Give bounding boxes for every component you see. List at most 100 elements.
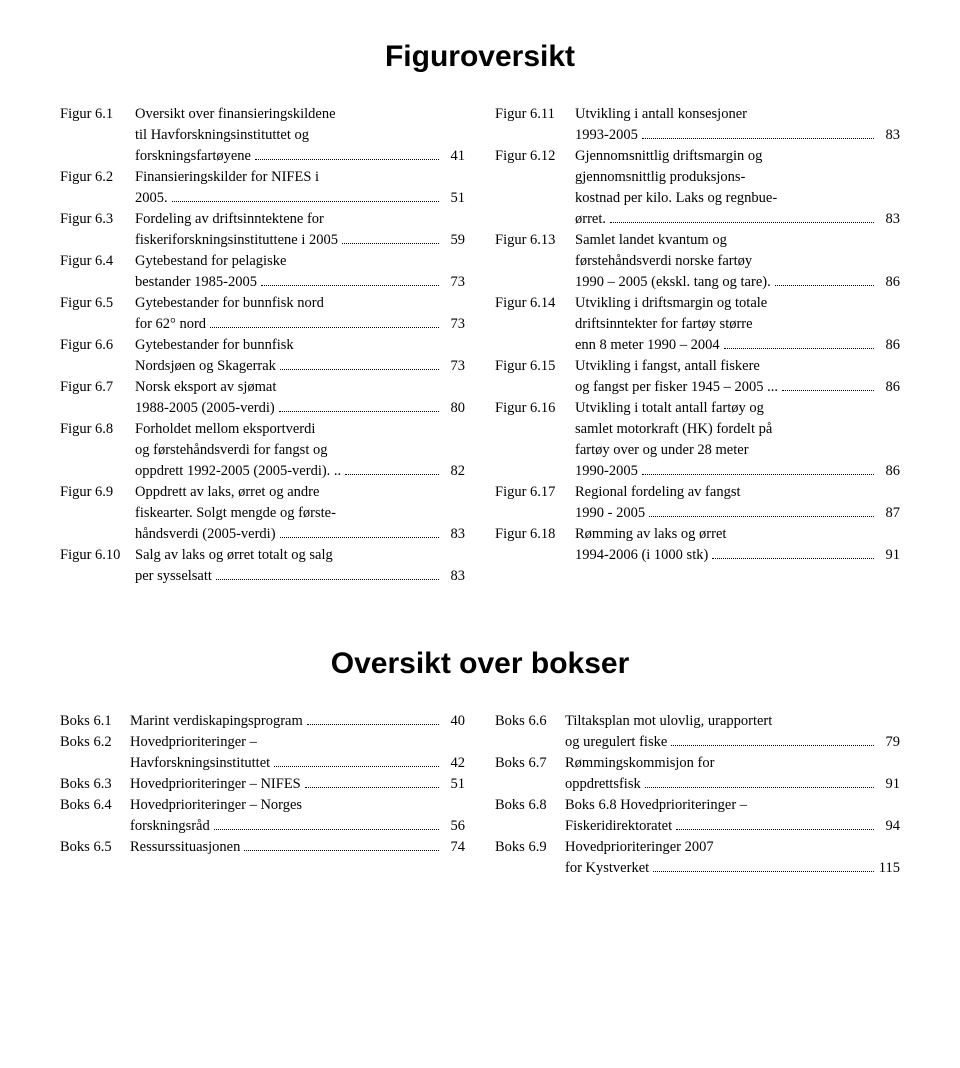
entry-line-text: Marint verdiskapingsprogram — [130, 711, 303, 732]
dot-leader — [653, 860, 874, 873]
entry-line: Utvikling i totalt antall fartøy og — [575, 398, 900, 419]
page-number: 87 — [878, 503, 900, 524]
entry-line: Hovedprioriteringer – Norges — [130, 795, 465, 816]
entry-label: Figur 6.14 — [495, 293, 575, 314]
entry-line: Utvikling i driftsmargin og totale — [575, 293, 900, 314]
dot-leader — [261, 274, 439, 287]
entry-line: ørret.83 — [575, 209, 900, 230]
page-number: 83 — [878, 125, 900, 146]
entry-text: Norsk eksport av sjømat1988-2005 (2005-v… — [135, 377, 465, 419]
entry-line-text: kostnad per kilo. Laks og regnbue- — [575, 188, 777, 209]
entry-line: Gytebestander for bunnfisk — [135, 335, 465, 356]
boxes-columns: Boks 6.1Marint verdiskapingsprogram40Bok… — [60, 711, 900, 879]
entry-line: og førstehåndsverdi for fangst og — [135, 440, 465, 461]
entry-line: driftsinntekter for fartøy større — [575, 314, 900, 335]
entry-line: Gytebestander for bunnfisk nord — [135, 293, 465, 314]
entry-line-text: Utvikling i totalt antall fartøy og — [575, 398, 764, 419]
entry-text: Boks 6.8 Hovedprioriteringer –Fiskeridir… — [565, 795, 900, 837]
entry-line: 1990 - 2005 87 — [575, 503, 900, 524]
entry-label: Figur 6.17 — [495, 482, 575, 503]
entry-line-text: fartøy over og under 28 meter — [575, 440, 749, 461]
toc-entry: Boks 6.2Hovedprioriteringer –Havforsknin… — [60, 732, 465, 774]
entry-line: forskningsråd56 — [130, 816, 465, 837]
entry-line-text: Hovedprioriteringer – — [130, 732, 257, 753]
entry-line: oppdrett 1992-2005 (2005-verdi). ..82 — [135, 461, 465, 482]
toc-entry: Boks 6.3Hovedprioriteringer – NIFES51 — [60, 774, 465, 795]
entry-line-text: ørret. — [575, 209, 606, 230]
entry-line-text: samlet motorkraft (HK) fordelt på — [575, 419, 772, 440]
dot-leader — [775, 274, 874, 287]
entry-line-text: Utvikling i fangst, antall fiskere — [575, 356, 760, 377]
toc-entry: Figur 6.5Gytebestander for bunnfisk nord… — [60, 293, 465, 335]
page-number: 73 — [443, 356, 465, 377]
entry-line-text: Oversikt over finansieringskildene — [135, 104, 336, 125]
entry-line: fiskeriforskningsinstituttene i 200559 — [135, 230, 465, 251]
boxes-right-column: Boks 6.6Tiltaksplan mot ulovlig, urappor… — [495, 711, 900, 879]
toc-entry: Figur 6.6Gytebestander for bunnfiskNords… — [60, 335, 465, 377]
toc-entry: Boks 6.7Rømmingskommisjon foroppdrettsfi… — [495, 753, 900, 795]
entry-line-text: Hovedprioriteringer – Norges — [130, 795, 302, 816]
entry-text: Rømmingskommisjon foroppdrettsfisk91 — [565, 753, 900, 795]
entry-line-text: forskningsfartøyene — [135, 146, 251, 167]
entry-text: Oppdrett av laks, ørret og andrefiskeart… — [135, 482, 465, 545]
dot-leader — [274, 755, 439, 768]
entry-text: Gytebestand for pelagiskebestander 1985-… — [135, 251, 465, 293]
entry-line: for 62° nord73 — [135, 314, 465, 335]
entry-label: Figur 6.1 — [60, 104, 135, 125]
entry-line-text: Utvikling i antall konsesjoner — [575, 104, 747, 125]
entry-line-text: 1990 - 2005 — [575, 503, 645, 524]
entry-line: 1988-2005 (2005-verdi)80 — [135, 398, 465, 419]
entry-label: Boks 6.8 — [495, 795, 565, 816]
entry-text: Oversikt over finansieringskildenetil Ha… — [135, 104, 465, 167]
toc-entry: Figur 6.8Forholdet mellom eksportverdiog… — [60, 419, 465, 482]
entry-line-text: for 62° nord — [135, 314, 206, 335]
toc-entry: Figur 6.1Oversikt over finansieringskild… — [60, 104, 465, 167]
entry-line: Hovedprioriteringer 2007 — [565, 837, 900, 858]
entry-line: Rømming av laks og ørret — [575, 524, 900, 545]
entry-line-text: førstehåndsverdi norske fartøy — [575, 251, 752, 272]
dot-leader — [610, 210, 874, 223]
entry-line-text: fiskearter. Solgt mengde og første- — [135, 503, 336, 524]
entry-text: Utvikling i totalt antall fartøy ogsamle… — [575, 398, 900, 482]
entry-line: Samlet landet kvantum og — [575, 230, 900, 251]
document-page: Figuroversikt Figur 6.1Oversikt over fin… — [0, 0, 960, 919]
entry-line: Nordsjøen og Skagerrak 73 — [135, 356, 465, 377]
entry-text: Finansieringskilder for NIFES i2005.51 — [135, 167, 465, 209]
entry-label: Boks 6.3 — [60, 774, 130, 795]
page-number: 42 — [443, 753, 465, 774]
entry-line: gjennomsnittlig produksjons- — [575, 167, 900, 188]
entry-line-text: Samlet landet kvantum og — [575, 230, 727, 251]
entry-text: Utvikling i fangst, antall fiskereog fan… — [575, 356, 900, 398]
dot-leader — [214, 818, 439, 831]
entry-line: Hovedprioriteringer – — [130, 732, 465, 753]
entry-label: Figur 6.13 — [495, 230, 575, 251]
page-number: 115 — [878, 858, 900, 879]
entry-label: Boks 6.6 — [495, 711, 565, 732]
dot-leader — [279, 400, 439, 413]
figures-right-column: Figur 6.11Utvikling i antall konsesjoner… — [495, 104, 900, 587]
entry-line: Oppdrett av laks, ørret og andre — [135, 482, 465, 503]
toc-entry: Boks 6.6Tiltaksplan mot ulovlig, urappor… — [495, 711, 900, 753]
entry-line: Ressurssituasjonen74 — [130, 837, 465, 858]
dot-leader — [172, 189, 439, 202]
entry-line-text: gjennomsnittlig produksjons- — [575, 167, 745, 188]
page-number: 91 — [878, 545, 900, 566]
entry-line: kostnad per kilo. Laks og regnbue- — [575, 188, 900, 209]
entry-line: Boks 6.8 Hovedprioriteringer – — [565, 795, 900, 816]
entry-label: Figur 6.9 — [60, 482, 135, 503]
entry-line-text: Ressurssituasjonen — [130, 837, 240, 858]
entry-line-text: og fangst per fisker 1945 – 2005 ... — [575, 377, 778, 398]
toc-entry: Figur 6.13Samlet landet kvantum ogførste… — [495, 230, 900, 293]
page-number: 80 — [443, 398, 465, 419]
entry-text: Tiltaksplan mot ulovlig, urapportertog u… — [565, 711, 900, 753]
entry-text: Gjennomsnittlig driftsmargin oggjennomsn… — [575, 146, 900, 230]
page-number: 86 — [878, 272, 900, 293]
entry-label: Boks 6.5 — [60, 837, 130, 858]
entry-label: Boks 6.2 — [60, 732, 130, 753]
dot-leader — [280, 358, 439, 371]
entry-line: Salg av laks og ørret totalt og salg — [135, 545, 465, 566]
entry-label: Figur 6.6 — [60, 335, 135, 356]
entry-line-text: Nordsjøen og Skagerrak — [135, 356, 276, 377]
dot-leader — [782, 379, 874, 392]
entry-text: Salg av laks og ørret totalt og salgper … — [135, 545, 465, 587]
